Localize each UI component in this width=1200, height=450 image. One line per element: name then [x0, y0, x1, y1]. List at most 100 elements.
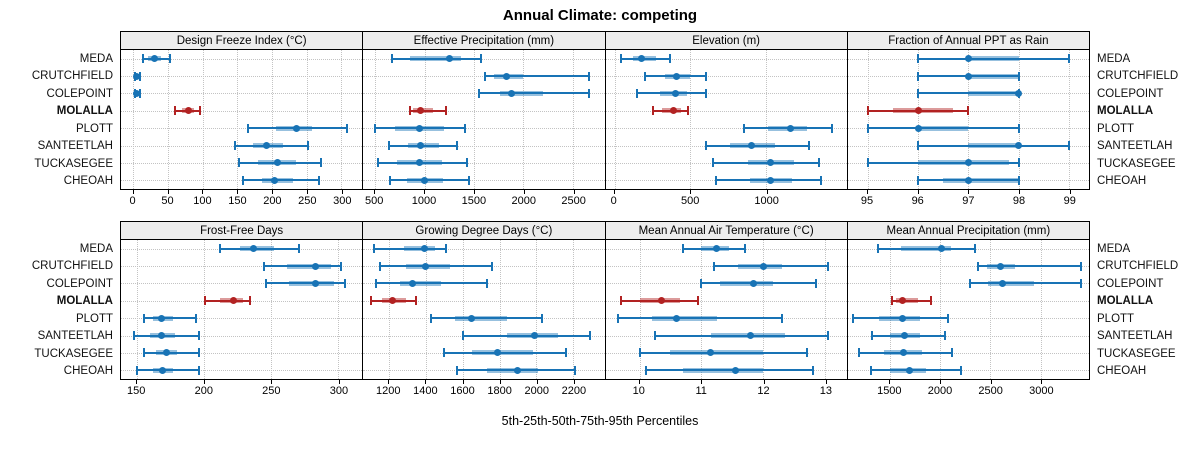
horizontal-gridline	[363, 180, 605, 182]
whisker-cap	[319, 158, 322, 168]
vertical-gridline	[918, 50, 920, 189]
percentile-whisker	[205, 299, 250, 302]
interquartile-band	[968, 90, 1019, 96]
whisker-cap	[712, 261, 715, 271]
vertical-gridline	[168, 50, 170, 189]
axis-tick-label: 1400	[413, 385, 438, 397]
axis-tick	[272, 190, 274, 194]
percentile-whisker	[391, 57, 481, 60]
axis-tick	[202, 190, 204, 194]
interquartile-band	[287, 263, 332, 269]
site-label-molalla: MOLALLA	[1097, 295, 1154, 308]
whisker-cap	[917, 71, 920, 81]
whisker-cap	[246, 123, 249, 133]
median-dot	[670, 107, 678, 115]
whisker-cap	[866, 158, 869, 168]
axis-tick	[889, 380, 891, 384]
whisker-cap	[1017, 158, 1020, 168]
whisker-cap	[204, 296, 207, 306]
interquartile-band	[896, 298, 919, 304]
percentile-whisker	[645, 369, 813, 372]
site-label-column-left: MEDA CRUTCHFIELD COLEPOINT MOLALLA PLOTT SANT…	[0, 31, 120, 221]
whisker-cap	[456, 365, 459, 375]
percentile-whisker	[713, 265, 829, 268]
median-dot	[417, 142, 425, 150]
whisker-cap	[564, 348, 567, 358]
whisker-cap	[807, 141, 810, 151]
whisker-cap	[373, 244, 376, 254]
whisker-cap	[345, 123, 348, 133]
x-axis: 10 11 12 13	[605, 380, 848, 405]
vertical-gridline	[271, 240, 273, 379]
whisker-cap	[917, 54, 920, 64]
whisker-cap	[485, 278, 488, 288]
median-dot	[417, 107, 425, 115]
median-dot	[292, 124, 300, 132]
vertical-gridline	[237, 50, 239, 189]
whisker-cap	[483, 71, 486, 81]
axis-tick	[613, 190, 615, 194]
whisker-cap	[967, 106, 970, 116]
axis-tick	[968, 190, 970, 194]
median-dot	[514, 366, 522, 374]
percentile-whisker	[867, 161, 1019, 164]
median-dot	[657, 297, 665, 305]
median-dot	[1015, 142, 1023, 150]
axis-tick-label: 2000	[511, 195, 536, 207]
panel-plot-area	[604, 240, 848, 380]
axis-tick	[342, 190, 344, 194]
vertical-gridline	[968, 50, 970, 189]
median-dot	[898, 297, 906, 305]
whisker-cap	[377, 158, 380, 168]
median-dot	[964, 159, 972, 167]
whisker-cap	[199, 106, 202, 116]
median-dot	[964, 176, 972, 184]
vertical-gridline	[424, 50, 426, 189]
horizontal-gridline	[121, 128, 363, 130]
whisker-cap	[653, 331, 656, 341]
axis-tick-label: 50	[161, 195, 174, 207]
panel: Mean Annual Precipitation (mm) 1500 2000 25…	[846, 221, 1090, 405]
whisker-cap	[263, 261, 266, 271]
vertical-gridline	[473, 50, 475, 189]
median-dot	[421, 176, 429, 184]
panel-plot-area	[604, 50, 848, 190]
vertical-gridline	[825, 240, 827, 379]
whisker-cap	[1079, 278, 1082, 288]
axis-tick	[473, 190, 475, 194]
whisker-cap	[388, 175, 391, 185]
median-dot	[422, 262, 430, 270]
whisker-cap	[168, 54, 171, 64]
percentile-whisker	[705, 144, 809, 147]
site-label-column-right: MEDA CRUTCHFIELD COLEPOINT MOLALLA PLOTT SANT…	[1090, 31, 1200, 221]
horizontal-gridline	[847, 352, 1089, 354]
whisker-cap	[588, 331, 591, 341]
site-label-plott: PLOTT	[1097, 312, 1135, 325]
horizontal-gridline	[605, 93, 847, 95]
whisker-cap	[174, 106, 177, 116]
whisker-cap	[619, 296, 622, 306]
horizontal-gridline	[121, 180, 363, 182]
vertical-gridline	[990, 240, 992, 379]
axis-tick	[374, 190, 376, 194]
vertical-gridline	[341, 50, 343, 189]
interquartile-band	[943, 177, 1019, 183]
panel-plot-area	[846, 240, 1090, 380]
percentile-whisker	[431, 317, 542, 320]
median-dot	[250, 245, 258, 253]
horizontal-gridline	[121, 266, 363, 268]
vertical-gridline	[889, 240, 891, 379]
panel-plot-area	[362, 240, 606, 380]
axis-tick-label: 12	[757, 385, 770, 397]
whisker-cap	[1017, 175, 1020, 185]
percentile-whisker	[867, 127, 1019, 130]
panel-plot-area	[846, 50, 1090, 190]
median-dot	[747, 332, 755, 340]
horizontal-gridline	[363, 58, 605, 60]
vertical-gridline	[1068, 50, 1070, 189]
median-dot	[311, 279, 319, 287]
axis-tick-label: 300	[329, 385, 349, 397]
interquartile-band	[670, 350, 764, 356]
percentile-whisker	[134, 334, 199, 337]
interquartile-band	[988, 280, 1034, 286]
